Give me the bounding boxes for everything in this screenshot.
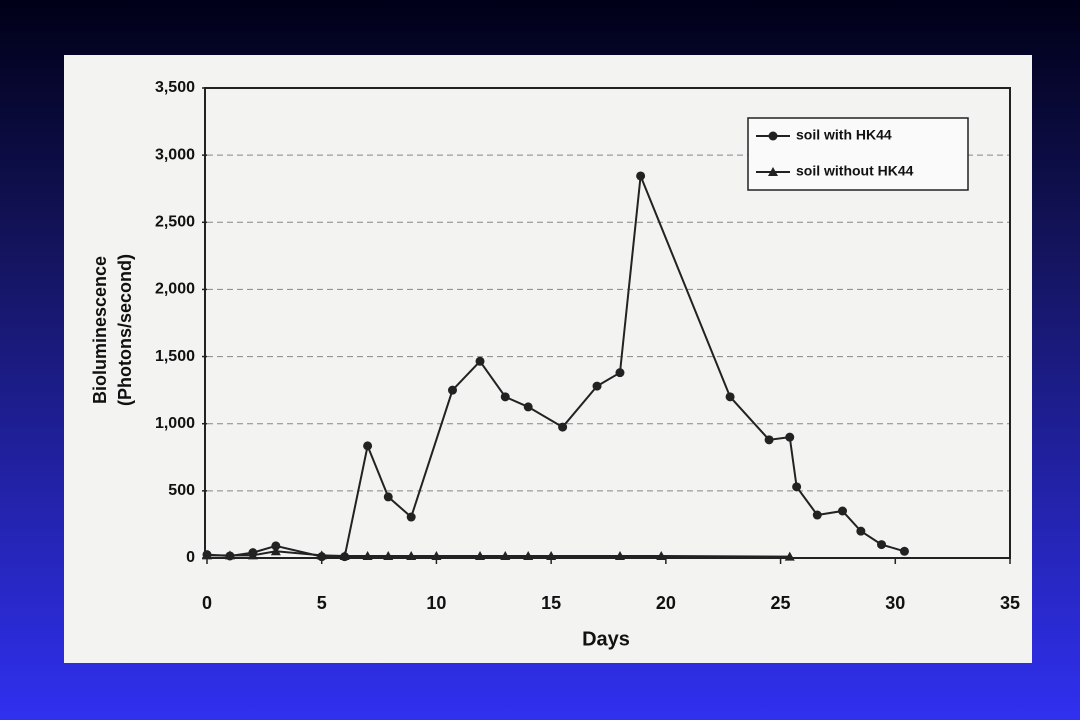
y-tick-label: 3,000 (155, 146, 195, 163)
y-tick-label: 3,500 (155, 79, 195, 96)
marker (247, 550, 258, 560)
marker (431, 550, 442, 560)
marker (636, 171, 646, 181)
marker (838, 506, 848, 516)
x-tick-label: 30 (885, 593, 905, 613)
marker (271, 541, 281, 551)
legend-box (747, 117, 969, 191)
marker (725, 392, 735, 402)
marker (768, 131, 778, 141)
marker (224, 550, 235, 560)
marker (475, 356, 485, 366)
marker (785, 432, 795, 442)
x-tick-label: 25 (771, 593, 791, 613)
marker (614, 550, 625, 560)
marker (856, 526, 866, 536)
marker (877, 540, 887, 550)
marker (558, 422, 568, 432)
marker (523, 402, 533, 412)
marker (592, 381, 602, 391)
marker (270, 546, 281, 556)
x-tick-label: 20 (656, 593, 676, 613)
y-tick-label: 500 (168, 482, 195, 499)
y-tick-label: 0 (186, 549, 195, 566)
legend-label: soil with HK44 (796, 127, 892, 143)
marker (523, 550, 534, 560)
marker (362, 550, 373, 560)
marker (615, 368, 625, 378)
x-axis-label: Days (582, 628, 630, 650)
marker (546, 550, 557, 560)
y-axis-label: Bioluminescence (90, 256, 110, 404)
y-tick-label: 2,500 (155, 214, 195, 231)
x-tick-label: 5 (317, 593, 327, 613)
marker (339, 550, 350, 560)
y-tick-label: 2,000 (155, 281, 195, 298)
marker (202, 550, 212, 560)
y-axis-label: (Photons/second) (115, 254, 135, 406)
x-tick-label: 0 (202, 593, 212, 613)
x-tick-label: 15 (541, 593, 561, 613)
marker (383, 550, 394, 560)
marker (500, 392, 510, 402)
plot-frame (204, 87, 1011, 559)
legend-label: soil without HK44 (796, 163, 914, 179)
marker (406, 512, 416, 522)
marker (812, 510, 822, 520)
marker (316, 550, 327, 560)
x-tick-label: 35 (1000, 593, 1020, 613)
marker (768, 167, 778, 176)
marker (447, 385, 457, 395)
marker (406, 550, 417, 560)
marker (363, 441, 373, 451)
marker (656, 550, 667, 560)
y-tick-label: 1,500 (155, 348, 195, 365)
marker (383, 492, 393, 502)
marker (764, 435, 774, 445)
marker (792, 482, 802, 492)
marker (475, 550, 486, 560)
x-tick-label: 10 (426, 593, 446, 613)
marker (500, 550, 511, 560)
marker (899, 546, 909, 556)
marker (784, 551, 795, 561)
y-tick-label: 1,000 (155, 415, 195, 432)
